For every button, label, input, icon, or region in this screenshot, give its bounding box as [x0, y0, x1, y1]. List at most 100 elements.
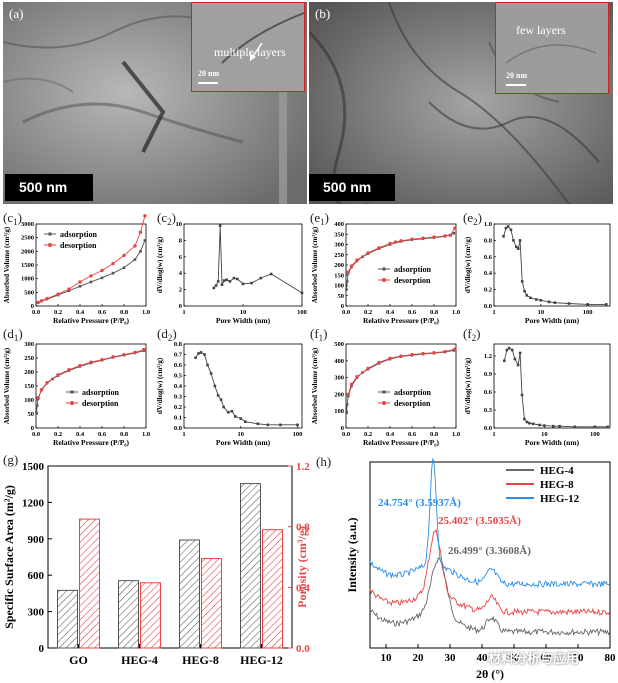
- x-tick-label: 1.0: [452, 431, 460, 438]
- data-point-desorption: [100, 268, 104, 273]
- plot-frame: [183, 223, 303, 307]
- tem-inset-b: few layers 20 nm: [495, 2, 609, 94]
- data-point-psd: [525, 294, 529, 297]
- y-tick-label: 6: [179, 254, 183, 261]
- x-tick-label: 100: [297, 309, 307, 316]
- x-tick-label: 10: [541, 431, 548, 438]
- data-point-psd: [527, 421, 531, 425]
- y-tick-label: 0.3: [174, 394, 183, 401]
- y-tick-label: 0.6: [484, 389, 493, 396]
- legend-label-adsorption: adsorption: [394, 388, 431, 397]
- legend-label-adsorption: adsorption: [60, 230, 97, 239]
- data-point-desorption: [122, 253, 126, 258]
- data-point-psd: [510, 348, 514, 352]
- data-point-psd: [520, 280, 524, 283]
- data-point-desorption: [377, 360, 381, 365]
- data-point-adsorption: [100, 276, 104, 280]
- y-tick-label: 4: [179, 270, 183, 277]
- bar-surface-area: [118, 580, 139, 649]
- isotherm-chart-c1: 0.0 0.2 0.4 0.6 0.8 1.0 0 500 1000 1500 2000 2500 30…: [3, 214, 150, 325]
- data-point-adsorption: [345, 280, 349, 283]
- data-point-desorption: [67, 368, 71, 372]
- inset-label-b: few layers: [516, 23, 566, 37]
- data-point-desorption: [443, 234, 447, 238]
- data-point-psd: [216, 394, 220, 397]
- y-tick-label: 50: [28, 411, 35, 418]
- data-point-adsorption: [122, 266, 126, 270]
- panel-label-d2: (d2): [157, 326, 177, 343]
- x-tick-label: 1.0: [142, 431, 150, 438]
- x-tick-label: 0.4: [386, 309, 395, 316]
- data-point-psd: [232, 276, 236, 280]
- y-axis-label: Absorbed Volume (cm³/g): [311, 347, 319, 424]
- y-tick-label: 250: [334, 252, 344, 259]
- data-point-psd: [209, 372, 213, 375]
- y-tick-label: 0: [31, 303, 34, 310]
- data-point-psd: [567, 302, 571, 305]
- data-point-adsorption: [133, 258, 137, 261]
- data-point-desorption: [78, 363, 82, 368]
- x-tick-label: 0.6: [98, 431, 107, 438]
- x-tick-label: 10: [381, 652, 393, 664]
- xrd-chart-h: 10 20 30 40 50 60 70 80 2θ (°) Intensity (a.u.) HE…: [345, 457, 616, 681]
- y-tick-label: 0.5: [174, 373, 183, 380]
- data-point-desorption: [349, 382, 354, 387]
- y2-tick-label: 0.4: [296, 582, 310, 594]
- x-tick-label: 0.8: [430, 431, 439, 438]
- legend-marker-desorption: [382, 278, 386, 282]
- data-point-adsorption: [452, 231, 456, 235]
- plot-frame: [35, 343, 147, 429]
- x-tick-label: 20: [413, 652, 425, 664]
- data-point-psd: [197, 352, 200, 355]
- data-point-desorption: [36, 300, 40, 305]
- data-point-psd: [228, 280, 232, 283]
- y-tick-label: 900: [28, 534, 45, 546]
- data-point-psd: [266, 423, 270, 427]
- psd-chart-d2: 1 10 100 0.0 0.1 0.2 0.3 0.4 0.5 0.6 0.7 0.8 Pore Wi…: [156, 341, 303, 447]
- data-point-desorption: [45, 296, 49, 301]
- data-point-psd: [241, 282, 245, 286]
- data-point-desorption: [453, 226, 457, 230]
- y-axis-label: dV/dlog(w) (cm³/g): [156, 236, 164, 293]
- data-point-desorption: [142, 347, 146, 352]
- data-point-desorption: [45, 380, 49, 385]
- y-tick-label: 0.4: [174, 383, 183, 390]
- data-point-psd: [543, 424, 546, 427]
- data-point-desorption: [393, 240, 398, 244]
- x-tick-label: 60: [541, 652, 553, 664]
- data-point-psd: [279, 423, 282, 427]
- data-point-psd: [203, 353, 206, 356]
- x-tick-label: 1: [182, 431, 185, 438]
- data-point-psd: [513, 357, 517, 361]
- data-point-desorption: [377, 246, 381, 250]
- data-point-desorption: [421, 351, 425, 356]
- data-point-desorption: [111, 355, 115, 359]
- data-point-psd: [243, 420, 247, 423]
- y-axis-label: dV/dlog(w) (cm³/g): [156, 357, 164, 414]
- data-point-psd: [523, 289, 526, 293]
- y-tick-label: 400: [334, 358, 344, 365]
- x-axis-label: 2θ (°): [476, 667, 504, 681]
- xrd-series-HEG-4: [369, 556, 611, 637]
- data-point-desorption: [366, 251, 370, 255]
- series-line-psd: [213, 225, 303, 294]
- data-point-psd: [509, 228, 513, 232]
- y-tick-label: 1500: [21, 262, 34, 269]
- data-point-desorption: [346, 270, 350, 274]
- y-tick-label: 1.2: [484, 353, 492, 360]
- data-point-psd: [300, 291, 304, 295]
- data-point-adsorption: [78, 285, 82, 288]
- tem-image-a: (a) 500 nm multiple layers 20 nm: [3, 2, 307, 204]
- data-point-adsorption: [35, 411, 38, 414]
- data-point-desorption: [410, 352, 414, 357]
- x-tick-label: 1.0: [452, 309, 460, 316]
- data-point-desorption: [355, 375, 359, 379]
- data-point-psd: [507, 346, 511, 350]
- x-axis-label: Relative Pressure (P/P₀): [53, 438, 130, 447]
- x-tick-label: 10: [238, 431, 245, 438]
- data-point-psd: [553, 301, 557, 305]
- data-point-psd: [516, 363, 520, 367]
- panel-label-b: (b): [315, 6, 331, 21]
- data-point-desorption: [410, 237, 414, 241]
- plot-frame: [183, 343, 303, 429]
